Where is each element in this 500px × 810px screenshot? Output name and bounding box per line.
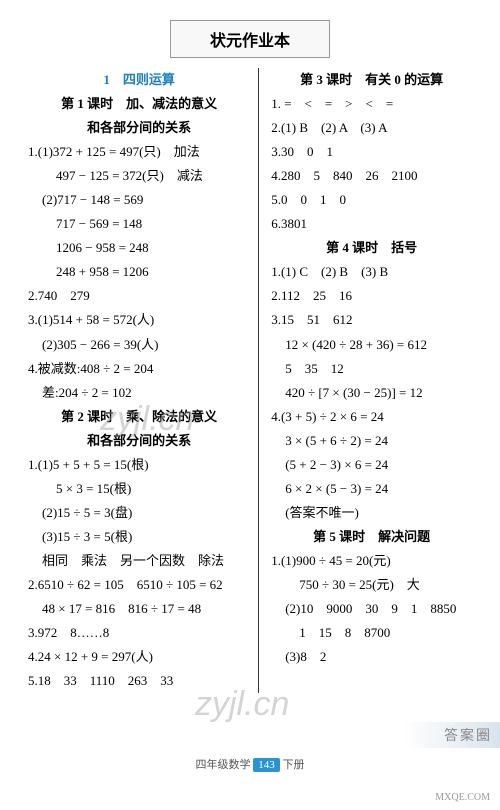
footer-subject: 四年级数学 (196, 759, 251, 771)
answer-line: 5 × 3 = 15(根) (28, 477, 250, 501)
right-column: 第 3 课时 有关 0 的运算 1. = < = > < = 2.(1) B (… (259, 68, 480, 693)
answer-line: 1. = < = > < = (271, 92, 472, 116)
answer-line: 5 35 12 (271, 357, 472, 381)
answer-line: (2)717 − 148 = 569 (28, 188, 250, 212)
answer-line: 2.112 25 16 (271, 284, 472, 308)
answer-line: 4.280 5 840 26 2100 (271, 164, 472, 188)
chapter-heading: 1 四则运算 (28, 68, 250, 92)
answer-line: 3.972 8……8 (28, 621, 250, 645)
answer-line: 6 × 2 × (5 − 3) = 24 (271, 477, 472, 501)
answer-line: 2.(1) B (2) A (3) A (271, 116, 472, 140)
section4-title: 第 4 课时 括号 (271, 236, 472, 260)
section2-title-line1: 第 2 课时 乘、除法的意义 (28, 405, 250, 429)
answer-line: 2.740 279 (28, 284, 250, 308)
section1-title-line2: 和各部分间的关系 (28, 116, 250, 140)
answer-line: 717 − 569 = 148 (28, 212, 250, 236)
answer-line: 48 × 17 = 816 816 ÷ 17 = 48 (28, 597, 250, 621)
answer-line: (答案不唯一) (271, 501, 472, 525)
answer-line: 差:204 ÷ 2 = 102 (28, 381, 250, 405)
answer-line: 3.(1)514 + 58 = 572(人) (28, 308, 250, 332)
answer-line: 相同 乘法 另一个因数 除法 (28, 549, 250, 573)
answer-line: 1 15 8 8700 (271, 621, 472, 645)
answer-line: 1.(1) C (2) B (3) B (271, 260, 472, 284)
answer-line: 5.18 33 1110 263 33 (28, 669, 250, 693)
answer-line: 497 − 125 = 372(只) 减法 (28, 164, 250, 188)
answer-line: 1206 − 958 = 248 (28, 236, 250, 260)
answer-line: 5.0 0 1 0 (271, 188, 472, 212)
page-footer: 四年级数学 143 下册 (0, 756, 500, 772)
answer-line: 4.24 × 12 + 9 = 297(人) (28, 645, 250, 669)
answer-line: (2)10 9000 30 9 1 8850 (271, 597, 472, 621)
answer-line: 248 + 958 = 1206 (28, 260, 250, 284)
answer-line: 3 × (5 + 6 ÷ 2) = 24 (271, 429, 472, 453)
answer-line: 12 × (420 ÷ 28 + 36) = 612 (271, 333, 472, 357)
corner-logo: MXQE.COM (435, 792, 490, 804)
left-column: 1 四则运算 第 1 课时 加、减法的意义 和各部分间的关系 1.(1)372 … (20, 68, 259, 693)
footer-volume: 下册 (283, 759, 305, 771)
page-title: 状元作业本 (170, 20, 330, 58)
answer-line: 1.(1)372 + 125 = 497(只) 加法 (28, 140, 250, 164)
answer-line: 6.3801 (271, 212, 472, 236)
answer-line: (3)15 ÷ 3 = 5(根) (28, 525, 250, 549)
page-number: 143 (253, 758, 280, 772)
section1-title-line1: 第 1 课时 加、减法的意义 (28, 92, 250, 116)
answer-line: 3.30 0 1 (271, 140, 472, 164)
answer-line: 3.15 51 612 (271, 308, 472, 332)
answer-line: (2)15 ÷ 5 = 3(盘) (28, 501, 250, 525)
answer-line: (3)8 2 (271, 645, 472, 669)
answer-line: 1.(1)900 ÷ 45 = 20(元) (271, 549, 472, 573)
answer-line: (2)305 − 266 = 39(人) (28, 333, 250, 357)
corner-tag: 答案圈 (404, 722, 500, 748)
answer-line: 2.6510 ÷ 62 = 105 6510 ÷ 105 = 62 (28, 573, 250, 597)
main-content: 1 四则运算 第 1 课时 加、减法的意义 和各部分间的关系 1.(1)372 … (0, 68, 500, 693)
section5-title: 第 5 课时 解决问题 (271, 525, 472, 549)
section3-title: 第 3 课时 有关 0 的运算 (271, 68, 472, 92)
answer-line: 420 ÷ [7 × (30 − 25)] = 12 (271, 381, 472, 405)
answer-line: 1.(1)5 + 5 + 5 = 15(根) (28, 453, 250, 477)
answer-line: (5 + 2 − 3) × 6 = 24 (271, 453, 472, 477)
answer-line: 4.被减数:408 ÷ 2 = 204 (28, 357, 250, 381)
section2-title-line2: 和各部分间的关系 (28, 429, 250, 453)
answer-line: 750 ÷ 30 = 25(元) 大 (271, 573, 472, 597)
answer-line: 4.(3 + 5) ÷ 2 × 6 = 24 (271, 405, 472, 429)
